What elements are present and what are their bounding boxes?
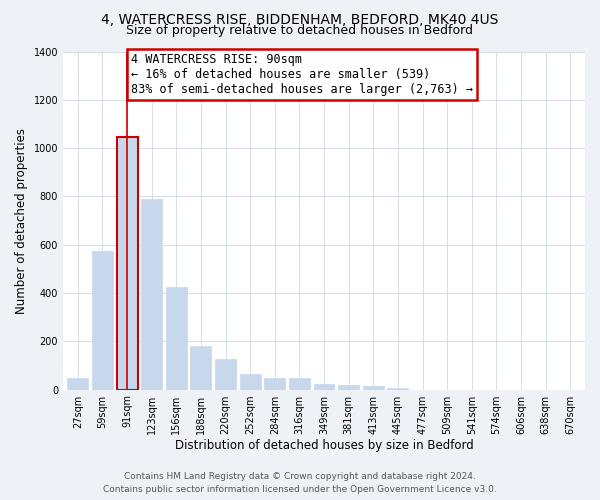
Bar xyxy=(141,199,162,390)
Bar xyxy=(92,250,113,390)
Bar xyxy=(363,386,384,390)
Bar xyxy=(116,137,137,390)
Text: Size of property relative to detached houses in Bedford: Size of property relative to detached ho… xyxy=(127,24,473,37)
Bar xyxy=(67,378,88,390)
Bar xyxy=(314,384,334,390)
Text: 4 WATERCRESS RISE: 90sqm
← 16% of detached houses are smaller (539)
83% of semi-: 4 WATERCRESS RISE: 90sqm ← 16% of detach… xyxy=(131,52,473,96)
Y-axis label: Number of detached properties: Number of detached properties xyxy=(15,128,28,314)
Bar xyxy=(388,388,409,390)
Bar xyxy=(190,346,211,390)
Bar xyxy=(265,378,285,390)
Bar xyxy=(338,385,359,390)
Bar xyxy=(239,374,260,390)
X-axis label: Distribution of detached houses by size in Bedford: Distribution of detached houses by size … xyxy=(175,440,473,452)
Bar xyxy=(289,378,310,390)
Text: 4, WATERCRESS RISE, BIDDENHAM, BEDFORD, MK40 4US: 4, WATERCRESS RISE, BIDDENHAM, BEDFORD, … xyxy=(101,12,499,26)
Bar xyxy=(215,360,236,390)
Bar xyxy=(166,287,187,390)
Text: Contains HM Land Registry data © Crown copyright and database right 2024.
Contai: Contains HM Land Registry data © Crown c… xyxy=(103,472,497,494)
